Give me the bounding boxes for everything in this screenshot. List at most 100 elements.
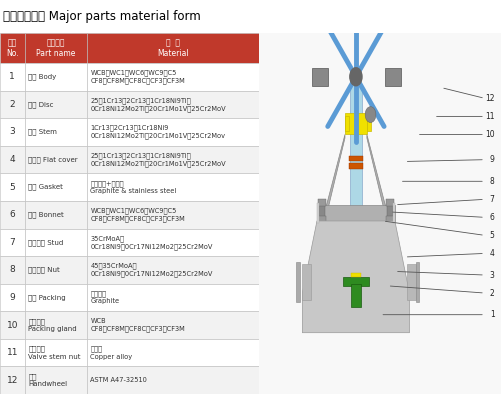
FancyBboxPatch shape (87, 201, 258, 229)
FancyBboxPatch shape (25, 229, 87, 256)
Text: ASTM A47-32510: ASTM A47-32510 (90, 377, 147, 383)
FancyBboxPatch shape (0, 91, 25, 118)
FancyBboxPatch shape (25, 311, 87, 339)
FancyBboxPatch shape (348, 156, 362, 162)
FancyBboxPatch shape (0, 33, 25, 63)
Text: 35CrMoA、
0Cr18Ni9、0Cr17Ni12Mo2、25Cr2MoV: 35CrMoA、 0Cr18Ni9、0Cr17Ni12Mo2、25Cr2MoV (90, 235, 212, 249)
FancyBboxPatch shape (366, 116, 371, 131)
FancyBboxPatch shape (25, 33, 87, 63)
FancyBboxPatch shape (344, 116, 349, 131)
FancyBboxPatch shape (0, 201, 25, 229)
FancyBboxPatch shape (0, 118, 25, 146)
Text: 柔性石墨
Graphite: 柔性石墨 Graphite (90, 290, 119, 305)
FancyBboxPatch shape (384, 68, 400, 86)
FancyBboxPatch shape (0, 63, 25, 91)
Text: 主要零件材料 Major parts material form: 主要零件材料 Major parts material form (3, 10, 200, 23)
Text: WCB、WC1、WC6、WC9、C5
CF8、CF8M、CF8C、CF3、CF3M: WCB、WC1、WC6、WC9、C5 CF8、CF8M、CF8C、CF3、CF3… (90, 70, 185, 84)
FancyBboxPatch shape (350, 284, 361, 307)
Text: 阀瓣盖 Flat cover: 阀瓣盖 Flat cover (29, 156, 78, 163)
Text: 7: 7 (10, 238, 15, 247)
Text: 10: 10 (7, 321, 18, 329)
Circle shape (364, 107, 375, 123)
Text: 9: 9 (10, 293, 15, 302)
Text: 3: 3 (489, 271, 493, 279)
Polygon shape (366, 134, 387, 225)
FancyBboxPatch shape (302, 264, 310, 300)
Text: 零件名称
Part name: 零件名称 Part name (36, 39, 75, 58)
Text: 12: 12 (7, 376, 18, 385)
FancyBboxPatch shape (349, 84, 361, 206)
Text: 6: 6 (489, 213, 493, 222)
Text: WCB、WC1、WC6、WC9、C5
CF8、CF8M、CF8C、CF3、CF3M: WCB、WC1、WC6、WC9、C5 CF8、CF8M、CF8C、CF3、CF3… (90, 208, 185, 222)
Text: 填料 Packing: 填料 Packing (29, 294, 66, 301)
FancyBboxPatch shape (25, 201, 87, 229)
FancyBboxPatch shape (87, 366, 258, 394)
FancyBboxPatch shape (0, 173, 25, 201)
FancyBboxPatch shape (296, 262, 299, 302)
Text: 六角螺母 Nut: 六角螺母 Nut (29, 267, 60, 273)
Text: 阀瓣 Disc: 阀瓣 Disc (29, 101, 54, 108)
FancyBboxPatch shape (87, 284, 258, 311)
FancyBboxPatch shape (0, 284, 25, 311)
Text: 5: 5 (10, 183, 15, 191)
Text: 25、1Cr13、2Cr13、1Cr18Ni9Ti、
0Cr18Ni12Mo2Ti、20Cr1Mo1V、25Cr2MoV: 25、1Cr13、2Cr13、1Cr18Ni9Ti、 0Cr18Ni12Mo2T… (90, 152, 225, 167)
FancyBboxPatch shape (87, 33, 258, 63)
FancyBboxPatch shape (316, 203, 318, 223)
FancyBboxPatch shape (385, 199, 393, 206)
Text: 11: 11 (484, 112, 493, 121)
FancyBboxPatch shape (312, 68, 327, 86)
FancyBboxPatch shape (25, 366, 87, 394)
Text: 6: 6 (10, 210, 15, 219)
FancyBboxPatch shape (317, 216, 325, 223)
FancyBboxPatch shape (87, 146, 258, 173)
Text: 12: 12 (484, 94, 493, 103)
Text: 双头螺柱 Stud: 双头螺柱 Stud (29, 239, 64, 245)
Text: 柔性石墨+不锈钓
Graphite & stainless steel: 柔性石墨+不锈钓 Graphite & stainless steel (90, 180, 176, 194)
FancyBboxPatch shape (348, 163, 362, 169)
FancyBboxPatch shape (0, 366, 25, 394)
FancyBboxPatch shape (317, 199, 325, 206)
Text: 7: 7 (489, 195, 493, 204)
FancyBboxPatch shape (0, 339, 25, 366)
Text: 5: 5 (489, 231, 493, 240)
FancyBboxPatch shape (392, 203, 394, 223)
Polygon shape (324, 134, 344, 225)
Circle shape (349, 68, 361, 86)
Text: 8: 8 (10, 266, 15, 274)
FancyBboxPatch shape (0, 311, 25, 339)
FancyBboxPatch shape (0, 229, 25, 256)
Text: 10: 10 (484, 130, 493, 139)
FancyBboxPatch shape (87, 311, 258, 339)
Text: 3: 3 (10, 128, 15, 136)
FancyBboxPatch shape (342, 277, 369, 286)
Text: 25、1Cr13、2Cr13、1Cr18Ni9Ti、
0Cr18Ni12Mo2Ti、20Cr1Mo1V、25Cr2MoV: 25、1Cr13、2Cr13、1Cr18Ni9Ti、 0Cr18Ni12Mo2T… (90, 97, 225, 112)
FancyBboxPatch shape (386, 201, 392, 223)
Text: 阀体 Body: 阀体 Body (29, 74, 57, 80)
FancyBboxPatch shape (25, 118, 87, 146)
Text: 阀盖 Bonnet: 阀盖 Bonnet (29, 212, 64, 218)
FancyBboxPatch shape (25, 173, 87, 201)
Text: WCB
CF8、CF8M、CF8C、CF3、CF3M: WCB CF8、CF8M、CF8C、CF3、CF3M (90, 318, 185, 332)
FancyBboxPatch shape (344, 113, 366, 134)
FancyBboxPatch shape (318, 201, 324, 223)
Text: 4: 4 (489, 249, 493, 258)
Polygon shape (302, 221, 409, 333)
Text: 手轮
Handwheel: 手轮 Handwheel (29, 373, 68, 387)
Text: 9: 9 (489, 155, 493, 164)
FancyBboxPatch shape (258, 33, 501, 394)
Text: 阀杆螺母
Valve stem nut: 阀杆螺母 Valve stem nut (29, 346, 81, 360)
Text: 11: 11 (7, 348, 18, 357)
Text: 45、35CrMoA、
0Cr18Ni9、0Cr17Ni12Mo2、25Cr2MoV: 45、35CrMoA、 0Cr18Ni9、0Cr17Ni12Mo2、25Cr2M… (90, 263, 212, 277)
Text: 2: 2 (10, 100, 15, 109)
FancyBboxPatch shape (25, 284, 87, 311)
Text: 1: 1 (489, 310, 493, 319)
FancyBboxPatch shape (316, 205, 394, 221)
Text: 4: 4 (10, 155, 15, 164)
FancyBboxPatch shape (415, 262, 418, 302)
Text: 垫片 Gasket: 垫片 Gasket (29, 184, 63, 190)
FancyBboxPatch shape (406, 264, 415, 300)
Text: 填料压盖
Packing gland: 填料压盖 Packing gland (29, 318, 77, 332)
FancyBboxPatch shape (87, 173, 258, 201)
Text: 铜合金
Copper alloy: 铜合金 Copper alloy (90, 346, 132, 360)
Text: 1Cr13、2Cr13、1Cr18Ni9
0Cr18Ni12Mo2Ti、20Cr1Mo1V、25Cr2Mov: 1Cr13、2Cr13、1Cr18Ni9 0Cr18Ni12Mo2Ti、20Cr… (90, 125, 225, 139)
